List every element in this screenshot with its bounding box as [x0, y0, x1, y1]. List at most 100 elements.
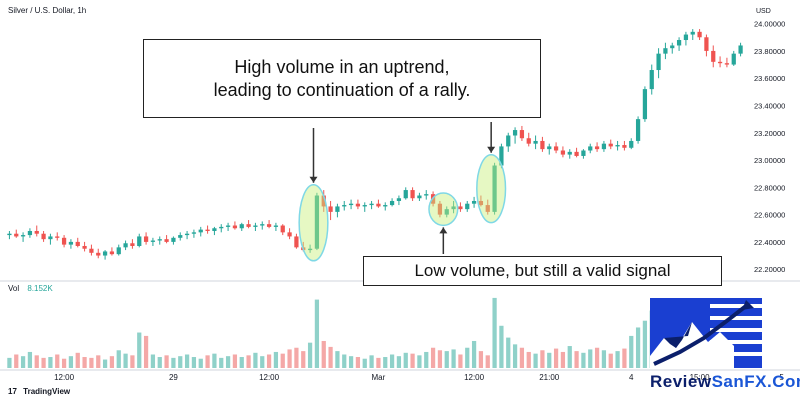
- candle-body: [635, 119, 641, 141]
- candle: [547, 143, 552, 155]
- candle: [355, 199, 361, 210]
- candle: [171, 236, 176, 245]
- candle-body: [321, 195, 326, 207]
- time-tick-label: Mar: [372, 373, 386, 382]
- candle: [383, 202, 388, 211]
- volume-bar: [444, 351, 449, 368]
- candle: [676, 37, 682, 51]
- time-tick-label: 12:00: [54, 373, 75, 382]
- candle-body: [369, 203, 374, 206]
- volume-bar: [451, 349, 456, 368]
- candle-body: [506, 135, 511, 147]
- candle-body: [328, 206, 333, 212]
- candle: [225, 222, 231, 231]
- candle-body: [14, 233, 19, 237]
- time-tick-label: 12:00: [259, 373, 280, 382]
- volume-bar: [328, 346, 333, 368]
- candle: [451, 200, 456, 214]
- candle-body: [649, 70, 654, 90]
- candle-body: [246, 224, 251, 227]
- candle-body: [588, 146, 593, 151]
- price-axis[interactable]: USD 24.00000 23.80000 23.60000 23.40000 23.20…: [754, 8, 785, 274]
- candle: [219, 224, 224, 233]
- candle-body: [485, 205, 490, 212]
- candle: [369, 200, 374, 210]
- candle-body: [581, 150, 586, 156]
- candle: [266, 220, 272, 229]
- candle: [697, 29, 702, 41]
- volume-bar: [376, 357, 381, 368]
- volume-bar: [396, 356, 402, 368]
- candle: [717, 56, 723, 68]
- volume-bar: [191, 357, 197, 368]
- volume-bar: [601, 350, 607, 368]
- candle-body: [492, 165, 497, 212]
- volume-bar: [547, 352, 552, 368]
- volume-bar: [629, 335, 634, 368]
- time-axis[interactable]: 12:00 29 12:00 Mar 12:00 21:00 4 15:00 5: [54, 373, 784, 382]
- candle: [27, 228, 33, 238]
- candles: [7, 29, 743, 260]
- candle-body: [260, 224, 265, 226]
- volume-bar: [417, 355, 422, 368]
- volume-bar: [635, 327, 641, 368]
- candle: [519, 125, 525, 141]
- candle-body: [376, 203, 381, 207]
- candle: [540, 136, 545, 152]
- candle-body: [130, 243, 135, 246]
- volume-bar: [178, 356, 183, 368]
- volume-bar: [301, 351, 306, 368]
- candle: [724, 57, 730, 68]
- candle: [485, 199, 490, 215]
- volume-bar: [109, 356, 115, 368]
- price-tick-label: 23.00000: [754, 156, 785, 165]
- volume-bars: [7, 297, 743, 368]
- candle-body: [704, 37, 709, 51]
- signal-highlight: [298, 184, 329, 262]
- currency-label: USD: [756, 8, 771, 15]
- candle: [246, 220, 251, 229]
- candle: [328, 200, 333, 221]
- candle-body: [608, 143, 613, 147]
- candle: [157, 236, 162, 245]
- candle: [116, 244, 121, 256]
- candle: [629, 138, 634, 150]
- volume-bar: [383, 357, 388, 368]
- candle: [89, 244, 94, 256]
- candle-body: [629, 140, 634, 148]
- volume-bar: [581, 352, 586, 368]
- candle: [198, 226, 203, 237]
- candle-body: [519, 130, 525, 139]
- candle-body: [171, 237, 176, 242]
- candle-body: [553, 146, 559, 151]
- candle: [287, 228, 292, 240]
- candle: [232, 221, 238, 230]
- candle: [130, 239, 135, 249]
- volume-header: Vol 8.152K: [8, 284, 53, 293]
- candle: [335, 203, 340, 218]
- candle: [410, 187, 415, 201]
- candle-body: [437, 203, 443, 215]
- volume-bar: [75, 352, 80, 368]
- volume-bar: [280, 353, 285, 368]
- candle: [492, 162, 497, 215]
- candle-body: [499, 146, 504, 166]
- volume-bar: [253, 352, 258, 368]
- volume-bar: [574, 351, 579, 368]
- price-tick-label: 22.80000: [754, 183, 785, 192]
- candle-body: [622, 145, 627, 148]
- candle: [342, 200, 347, 211]
- candle-body: [335, 206, 340, 212]
- high-volume-callout: High volume in an uptrend, leading to co…: [143, 39, 541, 118]
- signal-highlights: [298, 154, 507, 262]
- candle: [581, 149, 586, 159]
- candle: [403, 187, 408, 200]
- candle: [164, 235, 169, 244]
- time-tick-label: 15:00: [690, 373, 711, 382]
- high-volume-line-2: leading to continuation of a rally.: [213, 79, 471, 100]
- candle-body: [717, 61, 723, 64]
- price-tick-label: 23.60000: [754, 74, 785, 83]
- volume-bar: [273, 351, 279, 368]
- tradingview-brand[interactable]: 17 TradingView: [8, 387, 70, 396]
- candle-body: [342, 205, 347, 207]
